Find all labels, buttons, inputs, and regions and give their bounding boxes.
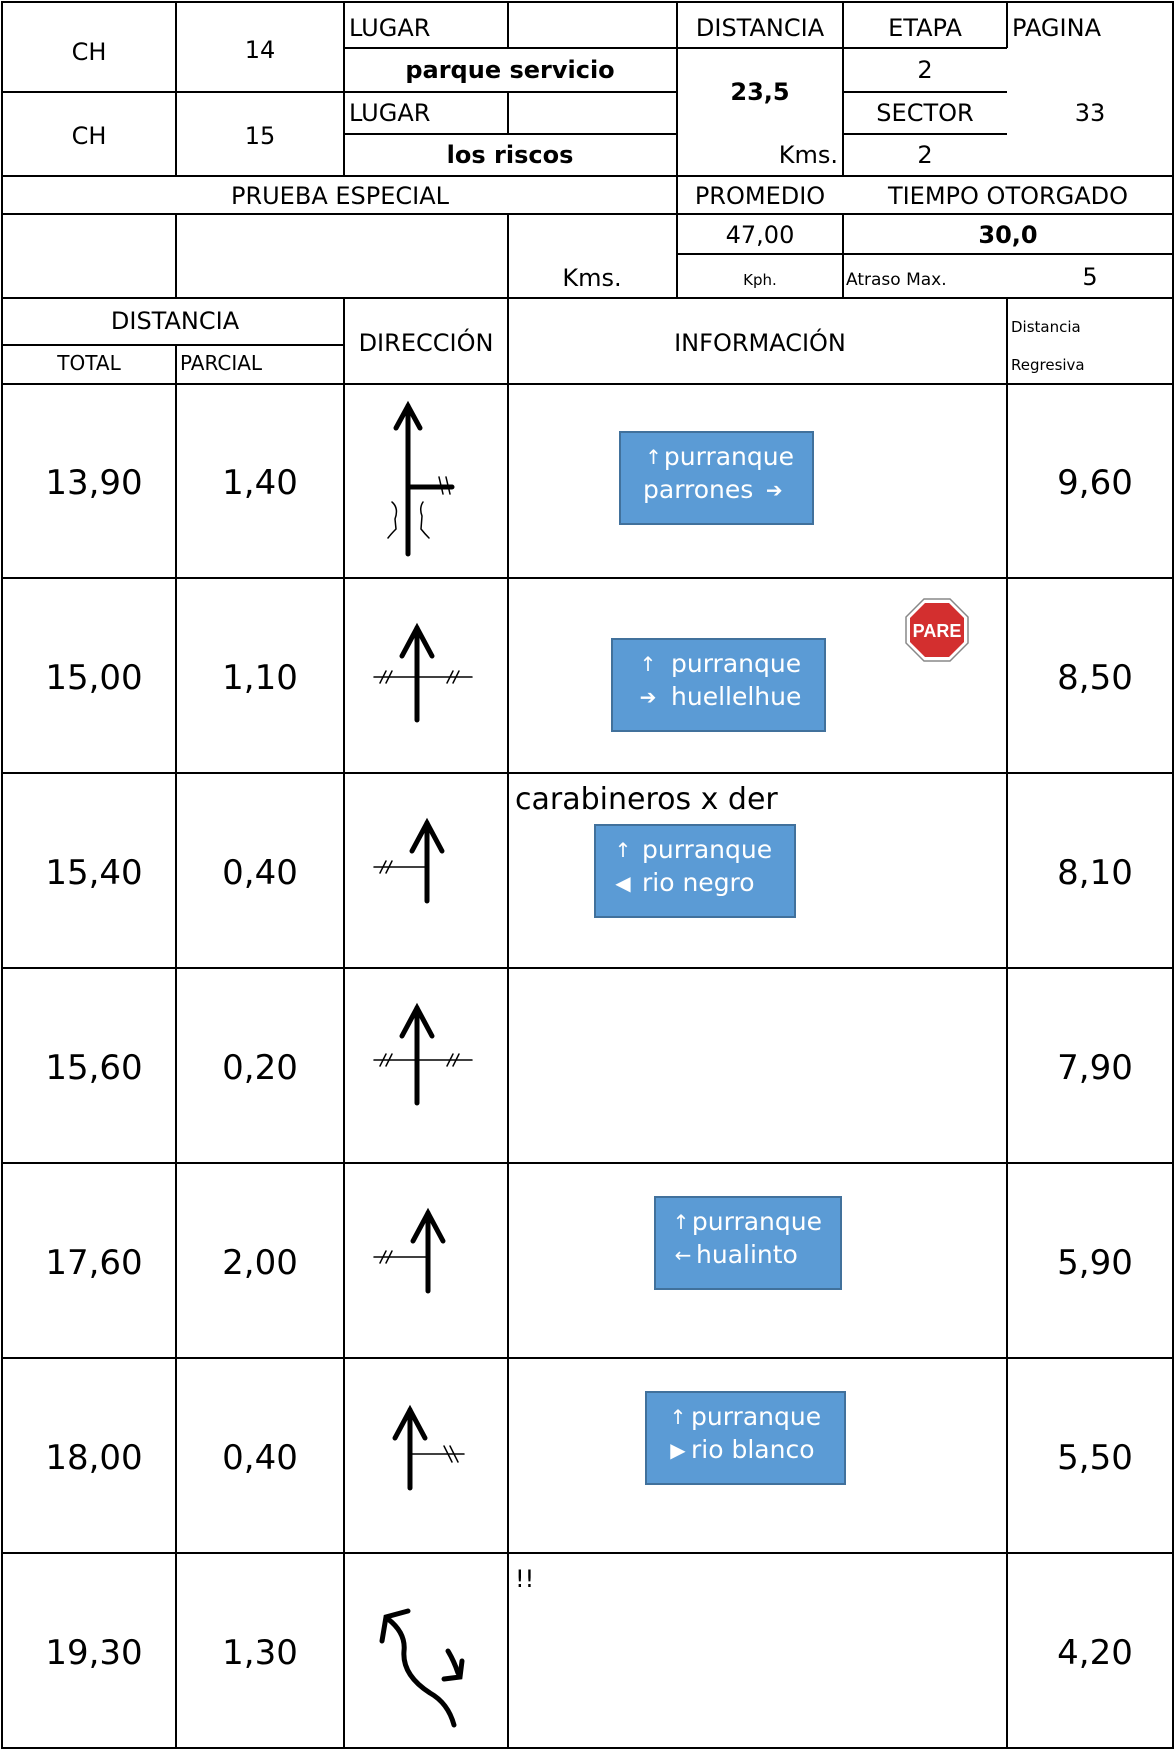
row5-regresiva: 5,90 bbox=[1057, 1243, 1133, 1283]
sector-label: SECTOR bbox=[876, 99, 974, 127]
road-sign: ↑ purranque ← hualinto bbox=[654, 1196, 842, 1290]
sign-line: ◀ rio negro bbox=[610, 867, 776, 900]
prueba-especial-label: PRUEBA ESPECIAL bbox=[230, 182, 450, 210]
sign-line: parrones ➔ bbox=[643, 474, 794, 507]
sign-line: ↑ purranque bbox=[643, 441, 794, 474]
row4-total: 15,60 bbox=[45, 1048, 143, 1088]
road-sign: ↑ purranque ◀ rio negro bbox=[594, 824, 796, 918]
lugar-start-value: parque servicio bbox=[405, 56, 615, 84]
row4-parcial: 0,20 bbox=[222, 1048, 298, 1088]
arrow-left-icon: ◀ bbox=[615, 870, 631, 895]
row2-parcial: 1,10 bbox=[222, 658, 298, 698]
prueba-unit: Kms. bbox=[562, 264, 622, 292]
ch-start-value: 14 bbox=[244, 36, 276, 64]
atraso-max-value: 5 bbox=[1082, 263, 1098, 291]
row3-total: 15,40 bbox=[45, 853, 143, 893]
col-direccion: DIRECCIÓN bbox=[358, 329, 494, 357]
distancia-value: 23,5 bbox=[730, 78, 790, 106]
row1-parcial: 1,40 bbox=[222, 463, 298, 503]
etapa-value: 2 bbox=[917, 56, 933, 84]
row3-note: carabineros x der bbox=[515, 782, 778, 817]
col-regresiva-1: Distancia bbox=[1011, 318, 1081, 336]
stop-sign-icon: PARE bbox=[905, 598, 969, 662]
lugar-end-value: los riscos bbox=[446, 141, 574, 169]
atraso-max-label: Atraso Max. bbox=[846, 270, 947, 290]
row3-parcial: 0,40 bbox=[222, 853, 298, 893]
row2-total: 15,00 bbox=[45, 658, 143, 698]
pagina-value: 33 bbox=[1074, 99, 1106, 127]
row6-parcial: 0,40 bbox=[222, 1438, 298, 1478]
sign-line: ↑ purranque bbox=[610, 834, 776, 867]
road-sign: ↑ purranque ➔ huellelhue bbox=[611, 638, 826, 732]
lugar-start-label: LUGAR bbox=[349, 14, 431, 42]
crossroads-straight-icon bbox=[373, 622, 473, 723]
arrow-up-icon: ↑ bbox=[639, 652, 657, 677]
ch-start-label: CH bbox=[71, 38, 107, 66]
arrow-left-icon: ← bbox=[674, 1242, 692, 1267]
row5-total: 17,60 bbox=[45, 1243, 143, 1283]
tiempo-otorgado-value: 30,0 bbox=[978, 221, 1038, 249]
arrow-up-icon: ↑ bbox=[614, 838, 632, 863]
etapa-label: ETAPA bbox=[888, 14, 962, 42]
sign-line: ➔ huellelhue bbox=[635, 681, 806, 714]
row7-regresiva: 4,20 bbox=[1057, 1633, 1133, 1673]
ch-end-value: 15 bbox=[244, 122, 276, 150]
right-junction-straight-icon bbox=[392, 1404, 465, 1491]
promedio-unit: Kph. bbox=[743, 271, 777, 289]
left-junction-straight-icon bbox=[373, 817, 445, 904]
row4-regresiva: 7,90 bbox=[1057, 1048, 1133, 1088]
col-informacion: INFORMACIÓN bbox=[674, 329, 846, 357]
stop-sign-text: PARE bbox=[913, 621, 962, 641]
arrow-right-icon: ➔ bbox=[765, 477, 783, 502]
crossroads-straight-icon bbox=[373, 1002, 473, 1106]
sign-line: ↑ purranque bbox=[670, 1206, 822, 1239]
sign-line: ← hualinto bbox=[670, 1239, 822, 1272]
promedio-label: PROMEDIO bbox=[694, 182, 826, 210]
row7-parcial: 1,30 bbox=[222, 1633, 298, 1673]
row6-total: 18,00 bbox=[45, 1438, 143, 1478]
distancia-unit: Kms. bbox=[778, 141, 838, 169]
arrow-right-icon: ▶ bbox=[670, 1437, 686, 1462]
col-regresiva-2: Regresiva bbox=[1011, 356, 1085, 374]
sign-line: ↑ purranque bbox=[635, 648, 806, 681]
arrow-up-icon: ↑ bbox=[669, 1405, 687, 1430]
sector-value: 2 bbox=[917, 141, 933, 169]
row3-regresiva: 8,10 bbox=[1057, 853, 1133, 893]
fork-keep-left-icon bbox=[379, 1608, 465, 1728]
arrow-up-icon: ↑ bbox=[645, 445, 662, 470]
arrow-up-icon: ↑ bbox=[672, 1210, 690, 1235]
row5-parcial: 2,00 bbox=[222, 1243, 298, 1283]
row7-note: !! bbox=[515, 1565, 535, 1593]
col-parcial: PARCIAL bbox=[180, 351, 263, 375]
promedio-value: 47,00 bbox=[725, 221, 795, 249]
col-distancia: DISTANCIA bbox=[110, 307, 240, 335]
left-junction-straight-icon bbox=[373, 1207, 446, 1294]
row7-total: 19,30 bbox=[45, 1633, 143, 1673]
ch-end-label: CH bbox=[71, 122, 107, 150]
row6-regresiva: 5,50 bbox=[1057, 1438, 1133, 1478]
row1-total: 13,90 bbox=[45, 463, 143, 503]
sign-line: ↑ purranque bbox=[665, 1401, 826, 1434]
t-junction-right-icon bbox=[387, 400, 455, 557]
pagina-label: PAGINA bbox=[1012, 14, 1101, 42]
arrow-right-icon: ➔ bbox=[639, 684, 657, 709]
road-sign: ↑ purranque ▶ rio blanco bbox=[645, 1391, 846, 1485]
row2-regresiva: 8,50 bbox=[1057, 658, 1133, 698]
distancia-label: DISTANCIA bbox=[695, 14, 825, 42]
lugar-end-label: LUGAR bbox=[349, 99, 431, 127]
road-sign: ↑ purranque parrones ➔ bbox=[619, 431, 814, 525]
tiempo-otorgado-label: TIEMPO OTORGADO bbox=[887, 182, 1129, 210]
row1-regresiva: 9,60 bbox=[1057, 463, 1133, 503]
col-total: TOTAL bbox=[57, 351, 121, 375]
sign-line: ▶ rio blanco bbox=[665, 1434, 826, 1467]
